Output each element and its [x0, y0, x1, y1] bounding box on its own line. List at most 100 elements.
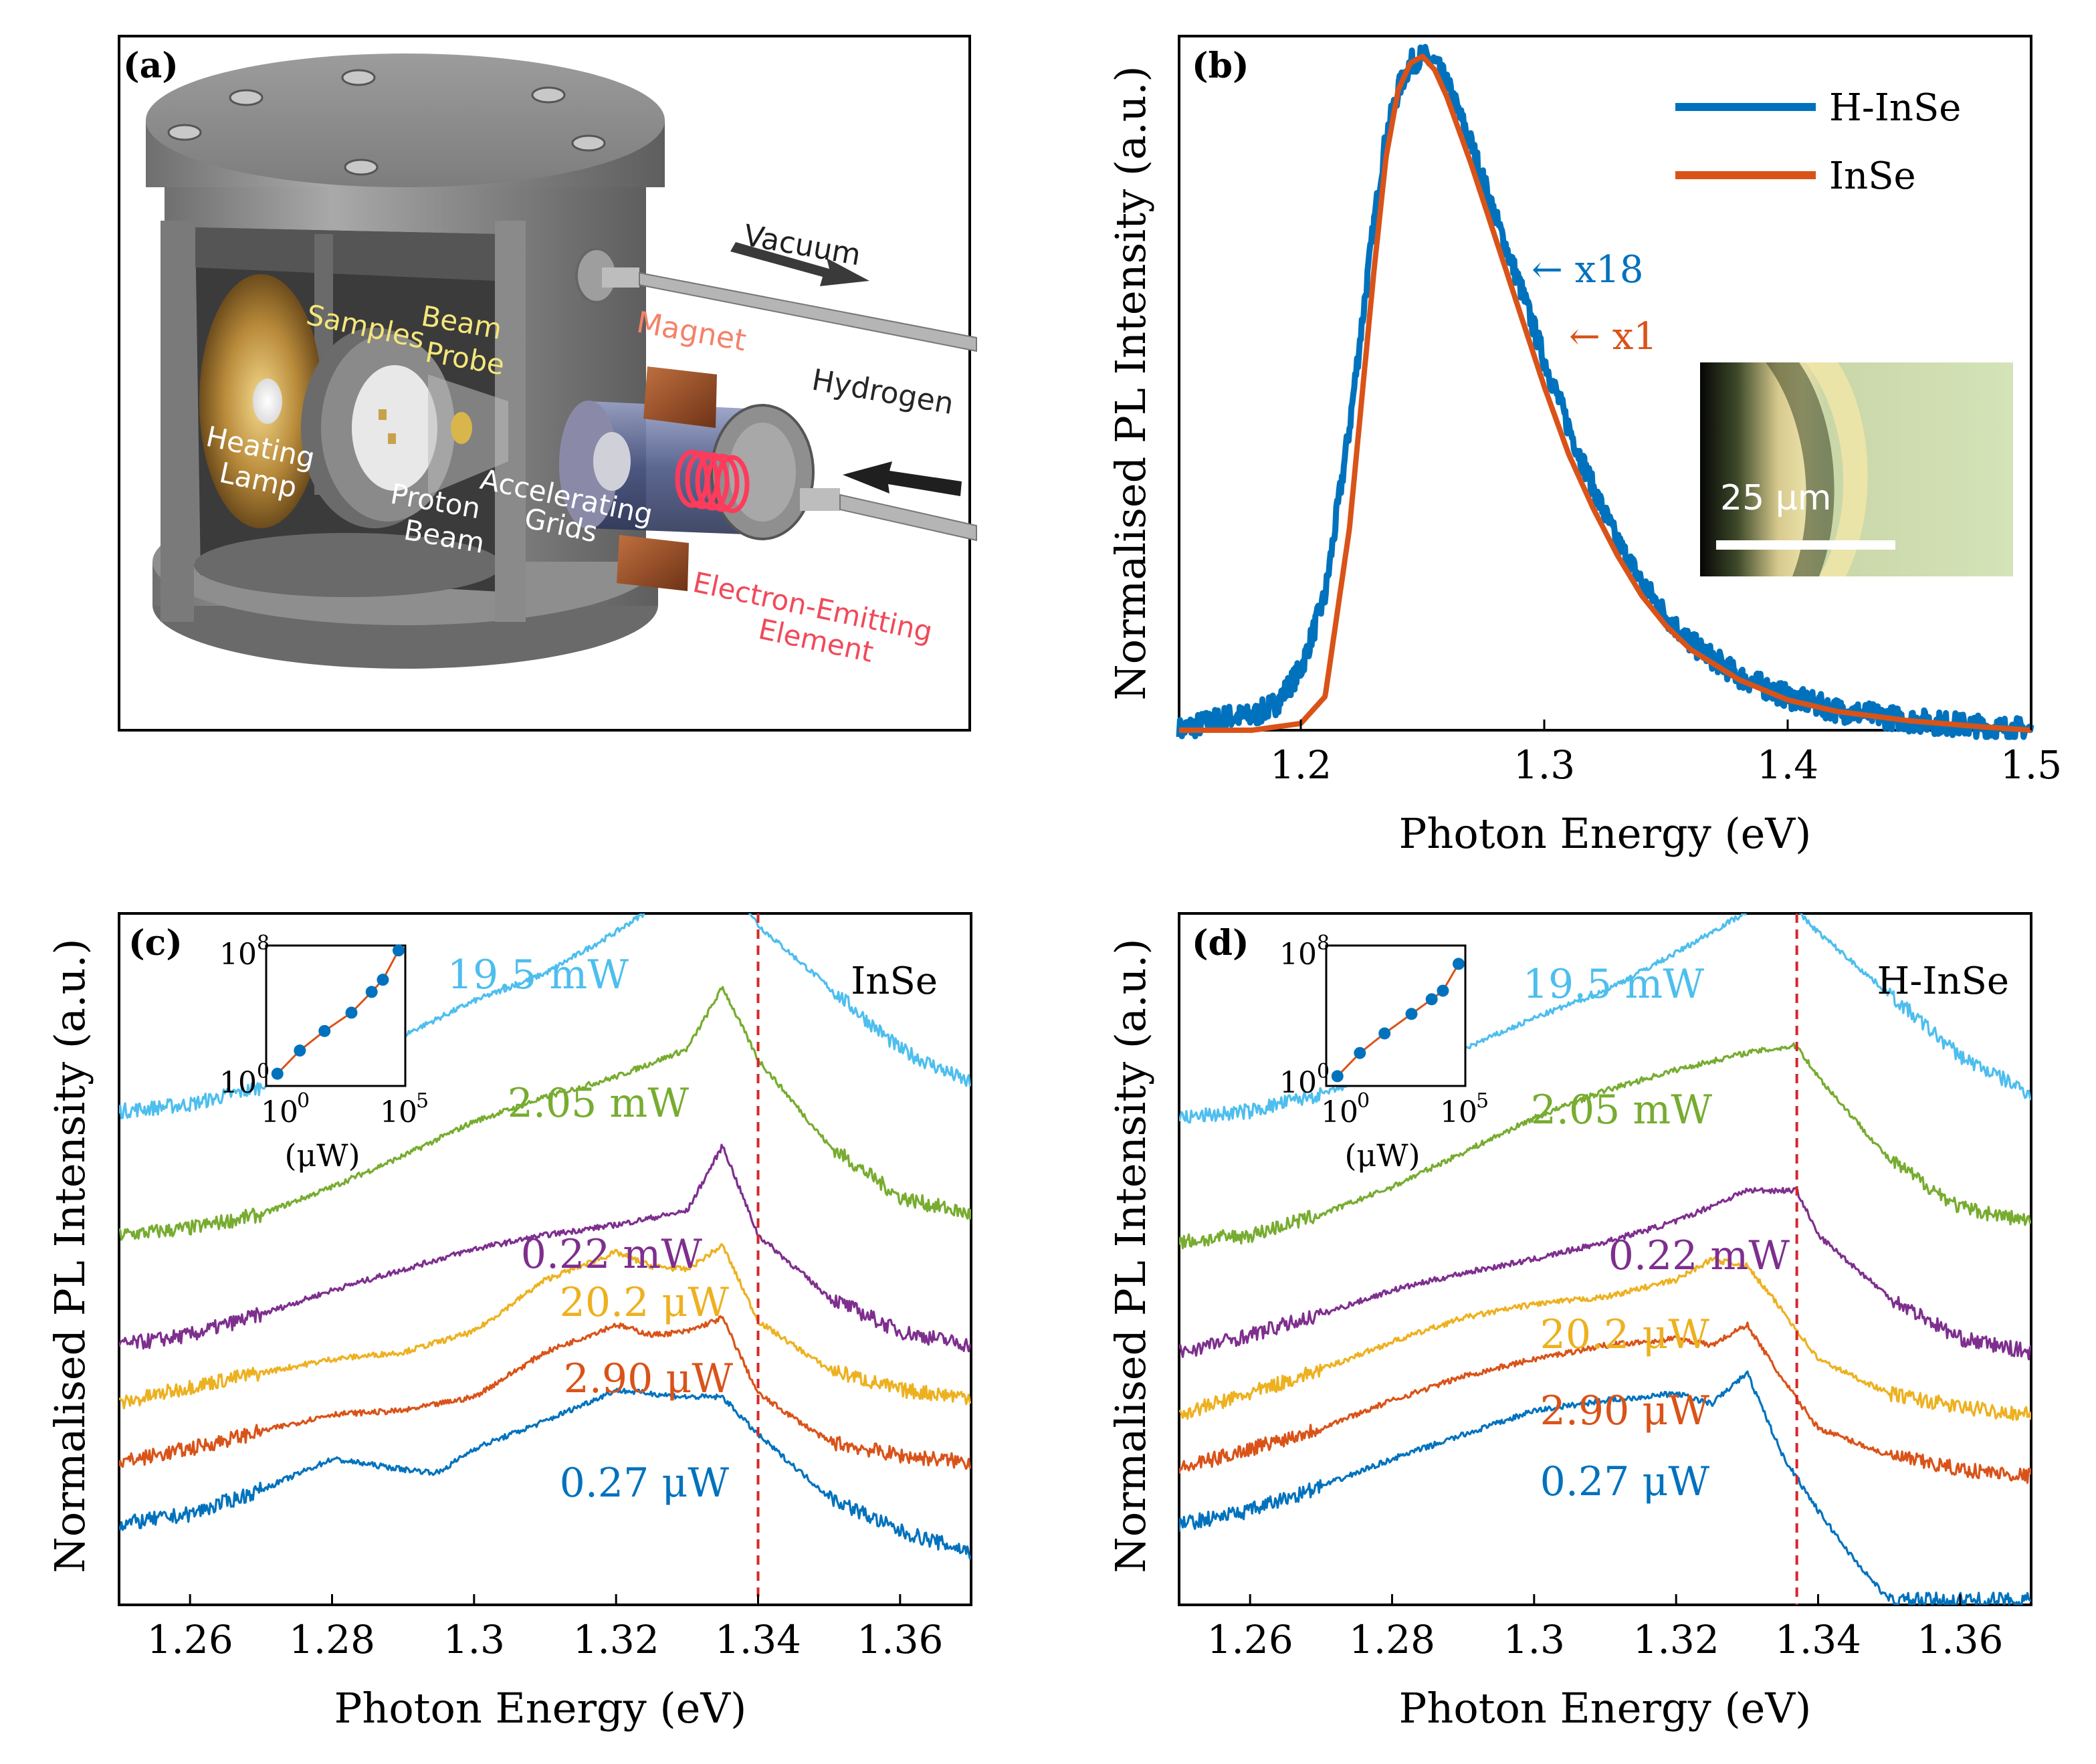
inset-point — [1331, 1070, 1344, 1083]
series-line-2-05-mw — [119, 986, 971, 1241]
panel-d-ticks: 1.26 1.28 1.3 1.32 1.34 1.36 — [1207, 1594, 2003, 1662]
x-tick-label: 1.3 — [1503, 1617, 1565, 1662]
inset-x-tick-exponent: 0 — [1357, 1089, 1370, 1113]
x-tick-label: 1.34 — [1775, 1617, 1861, 1662]
power-label: 2.90 μW — [1540, 1388, 1710, 1434]
legend-label-h-inse: H-InSe — [1829, 86, 1961, 130]
inset-y-tick-exponent: 8 — [1317, 931, 1330, 955]
power-label: 0.27 μW — [1540, 1458, 1710, 1505]
panel-d-label: (d) — [1192, 923, 1249, 964]
power-label: 20.2 μW — [560, 1279, 730, 1326]
panel-d-ylabel: Normalised PL Intensity (a.u.) — [1106, 938, 1155, 1573]
inset-y-tick-label: 10 — [1279, 1066, 1317, 1100]
series-line-0-27-w — [119, 1387, 971, 1560]
panel-d-axes — [1178, 912, 2032, 1606]
x-tick-label: 1.2 — [1270, 742, 1332, 788]
scale-bar-label: 25 μm — [1720, 478, 1831, 518]
panel-d-sample-label: H-InSe — [1877, 960, 2009, 1003]
inset-point — [365, 986, 378, 998]
scale-bar — [1716, 540, 1895, 550]
series-line-19-5-mw — [1179, 913, 2031, 1124]
inset-x-tick-label: 10 — [261, 1095, 298, 1129]
x-tick-label: 1.3 — [443, 1617, 505, 1662]
inset-x-tick-exponent: 5 — [1476, 1089, 1489, 1113]
inset-point — [294, 1044, 306, 1057]
annotation-x1: ← x1 — [1569, 315, 1657, 358]
panel-c: 1.26 1.28 1.3 1.32 1.34 1.36 (c) InSe Photon … — [45, 912, 972, 1733]
panel-c-axes — [118, 912, 972, 1606]
series-line-2-90-w — [119, 1315, 971, 1470]
power-label: 19.5 mW — [447, 952, 629, 998]
annotation-x18: ← x18 — [1532, 248, 1644, 292]
panel-c-ylabel: Normalised PL Intensity (a.u.) — [45, 938, 94, 1573]
series-line-20-2-w — [1179, 1256, 2031, 1421]
panel-b-axes — [1178, 35, 2032, 732]
inset-x-tick-exponent: 5 — [416, 1089, 429, 1113]
x-tick-label: 1.26 — [1207, 1617, 1293, 1662]
power-label: 2.05 mW — [508, 1080, 690, 1127]
x-tick-label: 1.32 — [573, 1617, 659, 1662]
power-label: 2.05 mW — [1531, 1087, 1713, 1133]
power-label: 2.90 μW — [564, 1355, 734, 1402]
vacuum-chamber-illustration — [146, 53, 977, 669]
inset-y-tick-exponent: 0 — [1317, 1060, 1330, 1083]
power-label: 0.27 μW — [560, 1460, 730, 1507]
power-label: 0.22 mW — [1608, 1232, 1790, 1279]
inset-xlabel: (μW) — [284, 1137, 360, 1174]
panel-b-ticks: 1.2 1.3 1.4 1.5 — [1270, 720, 2062, 788]
panel-d: 1.26 1.28 1.3 1.32 1.34 1.36 (d) H-InSe Photo… — [1106, 912, 2032, 1733]
series-line-20-2-w — [119, 1243, 971, 1410]
inset-y-tick-label: 10 — [219, 1066, 257, 1100]
inset-point — [1452, 958, 1465, 970]
panel-c-ticks: 1.26 1.28 1.3 1.32 1.34 1.36 — [147, 1594, 943, 1662]
x-tick-label: 1.34 — [715, 1617, 801, 1662]
x-tick-label: 1.28 — [289, 1617, 375, 1662]
series-line-inse — [1177, 53, 2033, 733]
inset-point — [1425, 993, 1438, 1006]
x-tick-label: 1.36 — [1917, 1617, 2003, 1662]
series-line-h-inse — [1176, 43, 2034, 740]
microscope-image-inset: 25 μm — [1700, 362, 2013, 576]
power-label: 0.22 mW — [521, 1231, 703, 1278]
inset-y-tick-label: 10 — [219, 938, 257, 972]
panel-c-xlabel: Photon Energy (eV) — [334, 1684, 747, 1733]
inset-point — [345, 1006, 358, 1019]
inset-point — [392, 944, 405, 957]
series-line-0-27-w — [1179, 1370, 2031, 1605]
power-label: 19.5 mW — [1523, 961, 1705, 1008]
panel-c-label: (c) — [128, 923, 183, 964]
panel-a: (a) — [118, 35, 977, 732]
inset-point — [377, 974, 389, 986]
inset-point — [271, 1067, 284, 1080]
x-tick-label: 1.26 — [147, 1617, 233, 1662]
inset-point — [1378, 1027, 1391, 1040]
inset-x-tick-exponent: 0 — [297, 1089, 310, 1113]
x-tick-label: 1.28 — [1349, 1617, 1435, 1662]
panel-b-lines — [1176, 43, 2034, 740]
inset-x-tick-label: 10 — [380, 1095, 417, 1129]
inset-y-tick-exponent: 8 — [257, 931, 270, 955]
series-line-0-22-mw — [119, 1143, 971, 1353]
x-tick-label: 1.36 — [857, 1617, 943, 1662]
x-tick-label: 1.32 — [1633, 1617, 1719, 1662]
x-tick-label: 1.4 — [1757, 742, 1818, 788]
series-line-19-5-mw — [119, 913, 971, 1119]
series-line-2-05-mw — [1179, 1042, 2031, 1250]
inset-x-tick-label: 10 — [1440, 1095, 1477, 1129]
inset-point — [1437, 984, 1449, 997]
inset-x-tick-label: 10 — [1321, 1095, 1358, 1129]
panel-b: 1.2 1.3 1.4 1.5 (b) Photon Energy (eV) Norm… — [1106, 35, 2062, 858]
x-tick-label: 1.3 — [1513, 742, 1575, 788]
inset-point — [1354, 1046, 1366, 1059]
panel-b-label: (b) — [1192, 45, 1249, 86]
inset-point — [318, 1024, 331, 1037]
power-label: 20.2 μW — [1540, 1311, 1710, 1358]
series-line-2-90-w — [1179, 1321, 2031, 1484]
panel-d-lines — [1179, 913, 2031, 1605]
panel-c-lines — [119, 913, 971, 1605]
inset-y-tick-label: 10 — [1279, 938, 1317, 972]
series-line-0-22-mw — [1179, 1186, 2031, 1361]
